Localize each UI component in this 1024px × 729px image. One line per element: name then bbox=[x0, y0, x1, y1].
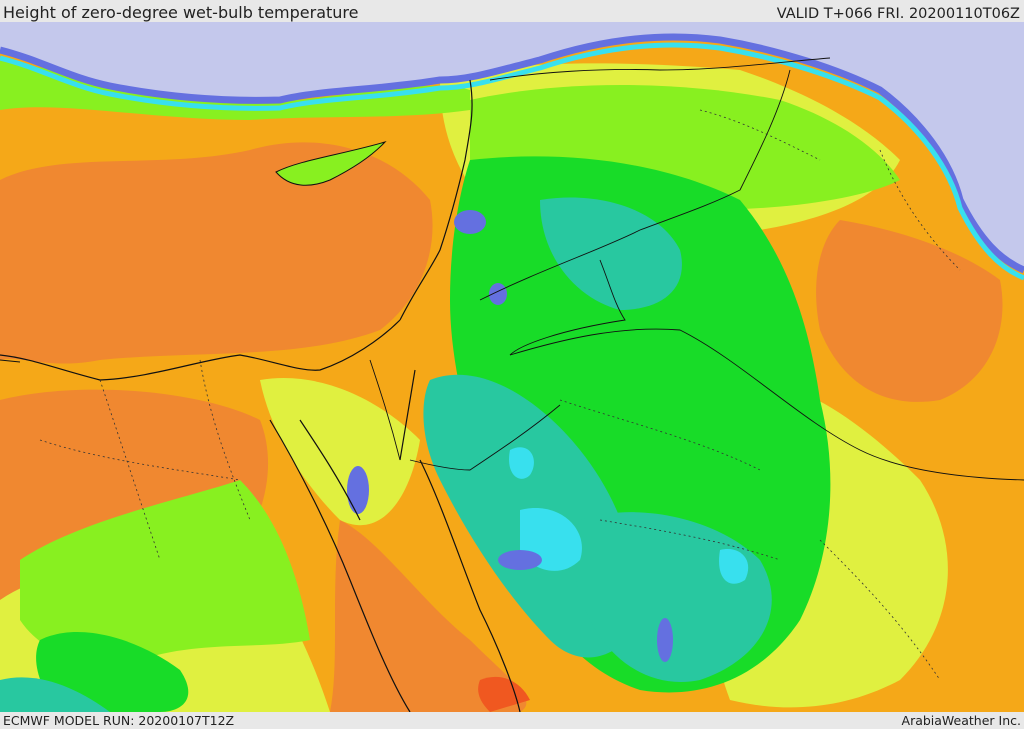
gulf-of-suez bbox=[299, 419, 361, 521]
orange-zone-egypt bbox=[0, 142, 433, 364]
border-iraq-saudi bbox=[509, 328, 1024, 481]
border-saudi-jordan-west bbox=[409, 404, 561, 471]
valid-time-label: VALID T+066 FRI. 20200110T06Z bbox=[776, 6, 1020, 22]
province-lines-c bbox=[699, 109, 961, 271]
province-lines-b bbox=[559, 399, 941, 681]
blue-spot-sinai bbox=[347, 466, 369, 514]
blue-spot-asir bbox=[657, 618, 673, 662]
blue-spot-jordan bbox=[489, 283, 507, 305]
border-jordan bbox=[509, 259, 626, 356]
red-sea-west-coast bbox=[269, 419, 411, 712]
lime-belt-west bbox=[20, 480, 310, 663]
cyan-zone-c bbox=[719, 549, 749, 584]
red-zone bbox=[478, 676, 530, 712]
province-lines-a bbox=[39, 359, 251, 561]
sea-blue-fringe bbox=[0, 33, 1024, 274]
red-sea-east-coast bbox=[419, 459, 521, 712]
cyprus-island bbox=[275, 141, 387, 186]
yellow-belt-sinai bbox=[260, 378, 420, 526]
border-sinai bbox=[369, 359, 401, 461]
blue-spot-lebanon bbox=[454, 210, 486, 234]
teal-zone-syria bbox=[540, 197, 682, 310]
egypt-coastline bbox=[0, 319, 401, 381]
border-syria-iraq bbox=[479, 69, 791, 301]
border-turkey bbox=[489, 57, 831, 81]
weather-map bbox=[0, 22, 1024, 712]
orange-zone-redsea bbox=[330, 520, 527, 712]
footer-bar: ECMWF MODEL RUN: 20200107T12Z ArabiaWeat… bbox=[0, 712, 1024, 729]
lime-belt-egypt-coast bbox=[0, 60, 470, 120]
model-run-label: ECMWF MODEL RUN: 20200107T12Z bbox=[3, 713, 235, 728]
teal-zone-west bbox=[0, 677, 110, 712]
cyan-zone-a bbox=[509, 447, 534, 479]
map-title: Height of zero-degree wet-bulb temperatu… bbox=[3, 3, 359, 22]
blue-spot-hejaz bbox=[498, 550, 542, 570]
credit-label: ArabiaWeather Inc. bbox=[901, 713, 1021, 728]
sea-north bbox=[0, 22, 1024, 270]
orange-zone-iran bbox=[816, 220, 1003, 402]
border-egypt-libya bbox=[0, 359, 21, 363]
levant-coastline bbox=[399, 79, 473, 321]
header-bar: Height of zero-degree wet-bulb temperatu… bbox=[0, 0, 1024, 22]
sea-cyan-fringe bbox=[0, 42, 1024, 281]
gulf-of-aqaba bbox=[399, 369, 416, 461]
